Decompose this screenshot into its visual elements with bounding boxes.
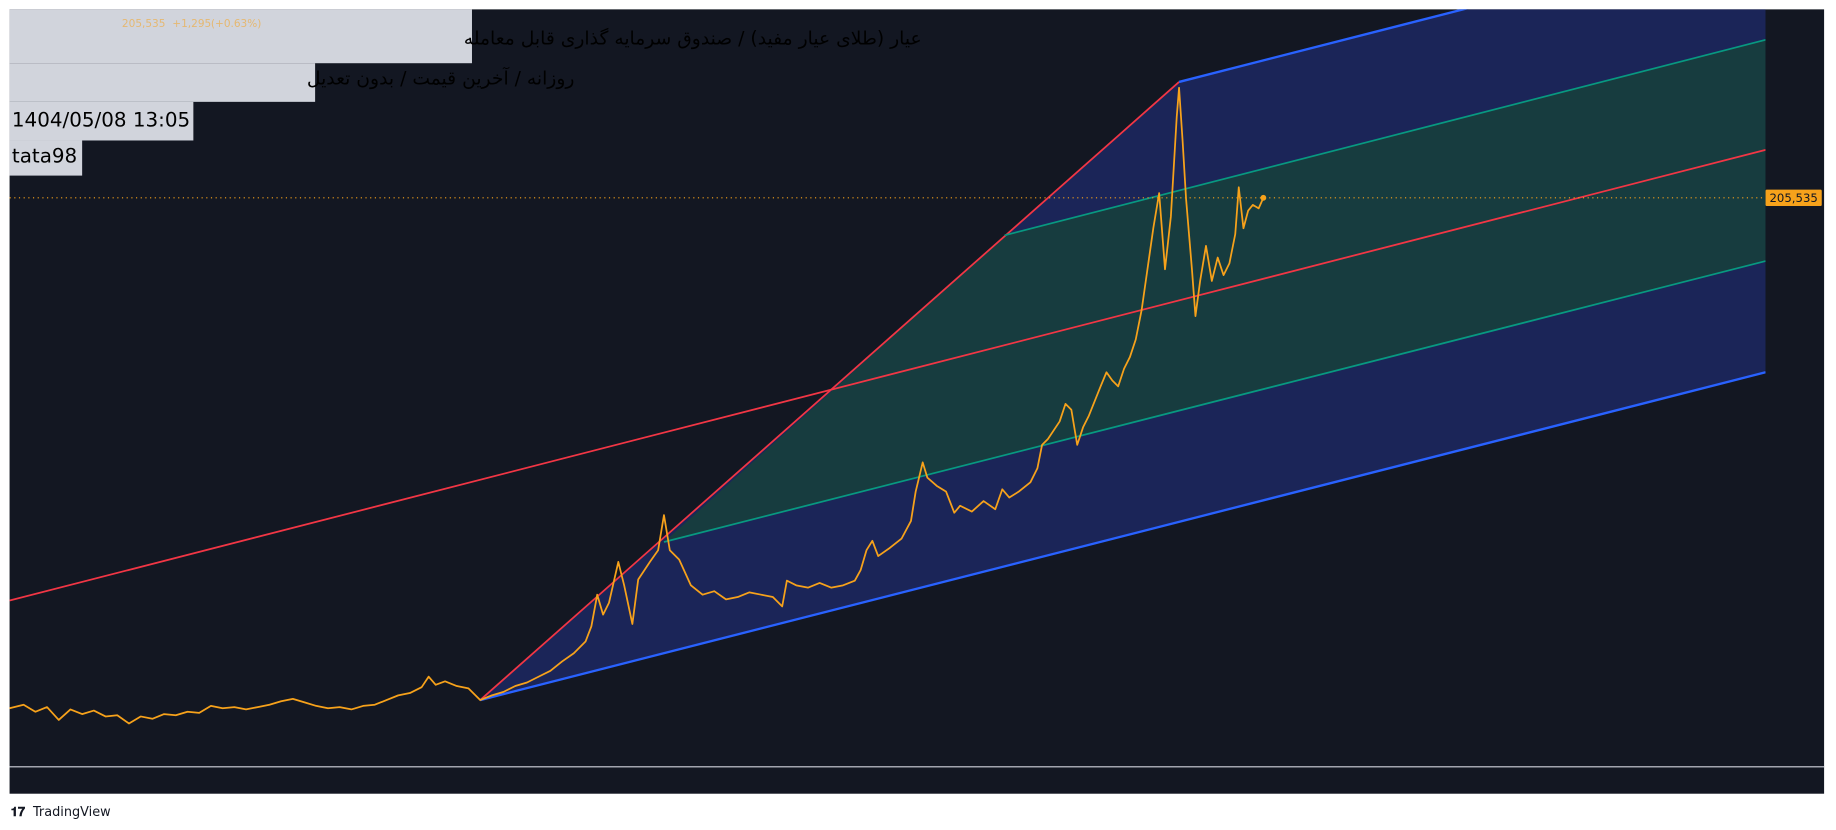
header-box [9,9,472,64]
upper-inner-line [1004,38,1766,237]
datetime: 1404/05/08 13:05 [12,108,190,131]
header-box [9,63,316,102]
subtitle: روزانه / آخرین قیمت / بدون تعدیل [307,66,575,89]
median-line [9,148,1766,602]
ticker-change-pct: (+0.63%) [211,18,261,30]
brand-logo: 𝟏𝟕 [11,805,26,820]
price-label-box [1765,189,1822,207]
lower-inner-line [663,260,1766,543]
author: tata98 [12,145,77,168]
title: عیار (طلای عیار مفید) / صندوق سرمایه گذا… [464,27,922,49]
brand: TradingView [32,805,111,820]
header-box [9,101,194,141]
ticker-change: +1,295 [172,18,211,30]
lower-line [479,371,1766,702]
ticker-last: 205,535 [122,18,165,30]
upper-line [1178,9,1468,84]
ticker: 205,535 +1,295 (+0.63%) [122,18,261,30]
price-line [9,86,1265,725]
pitchfork [9,9,1766,702]
price-label: 205,535 [1769,191,1817,205]
header-box [9,140,83,176]
last-point [1260,194,1267,201]
